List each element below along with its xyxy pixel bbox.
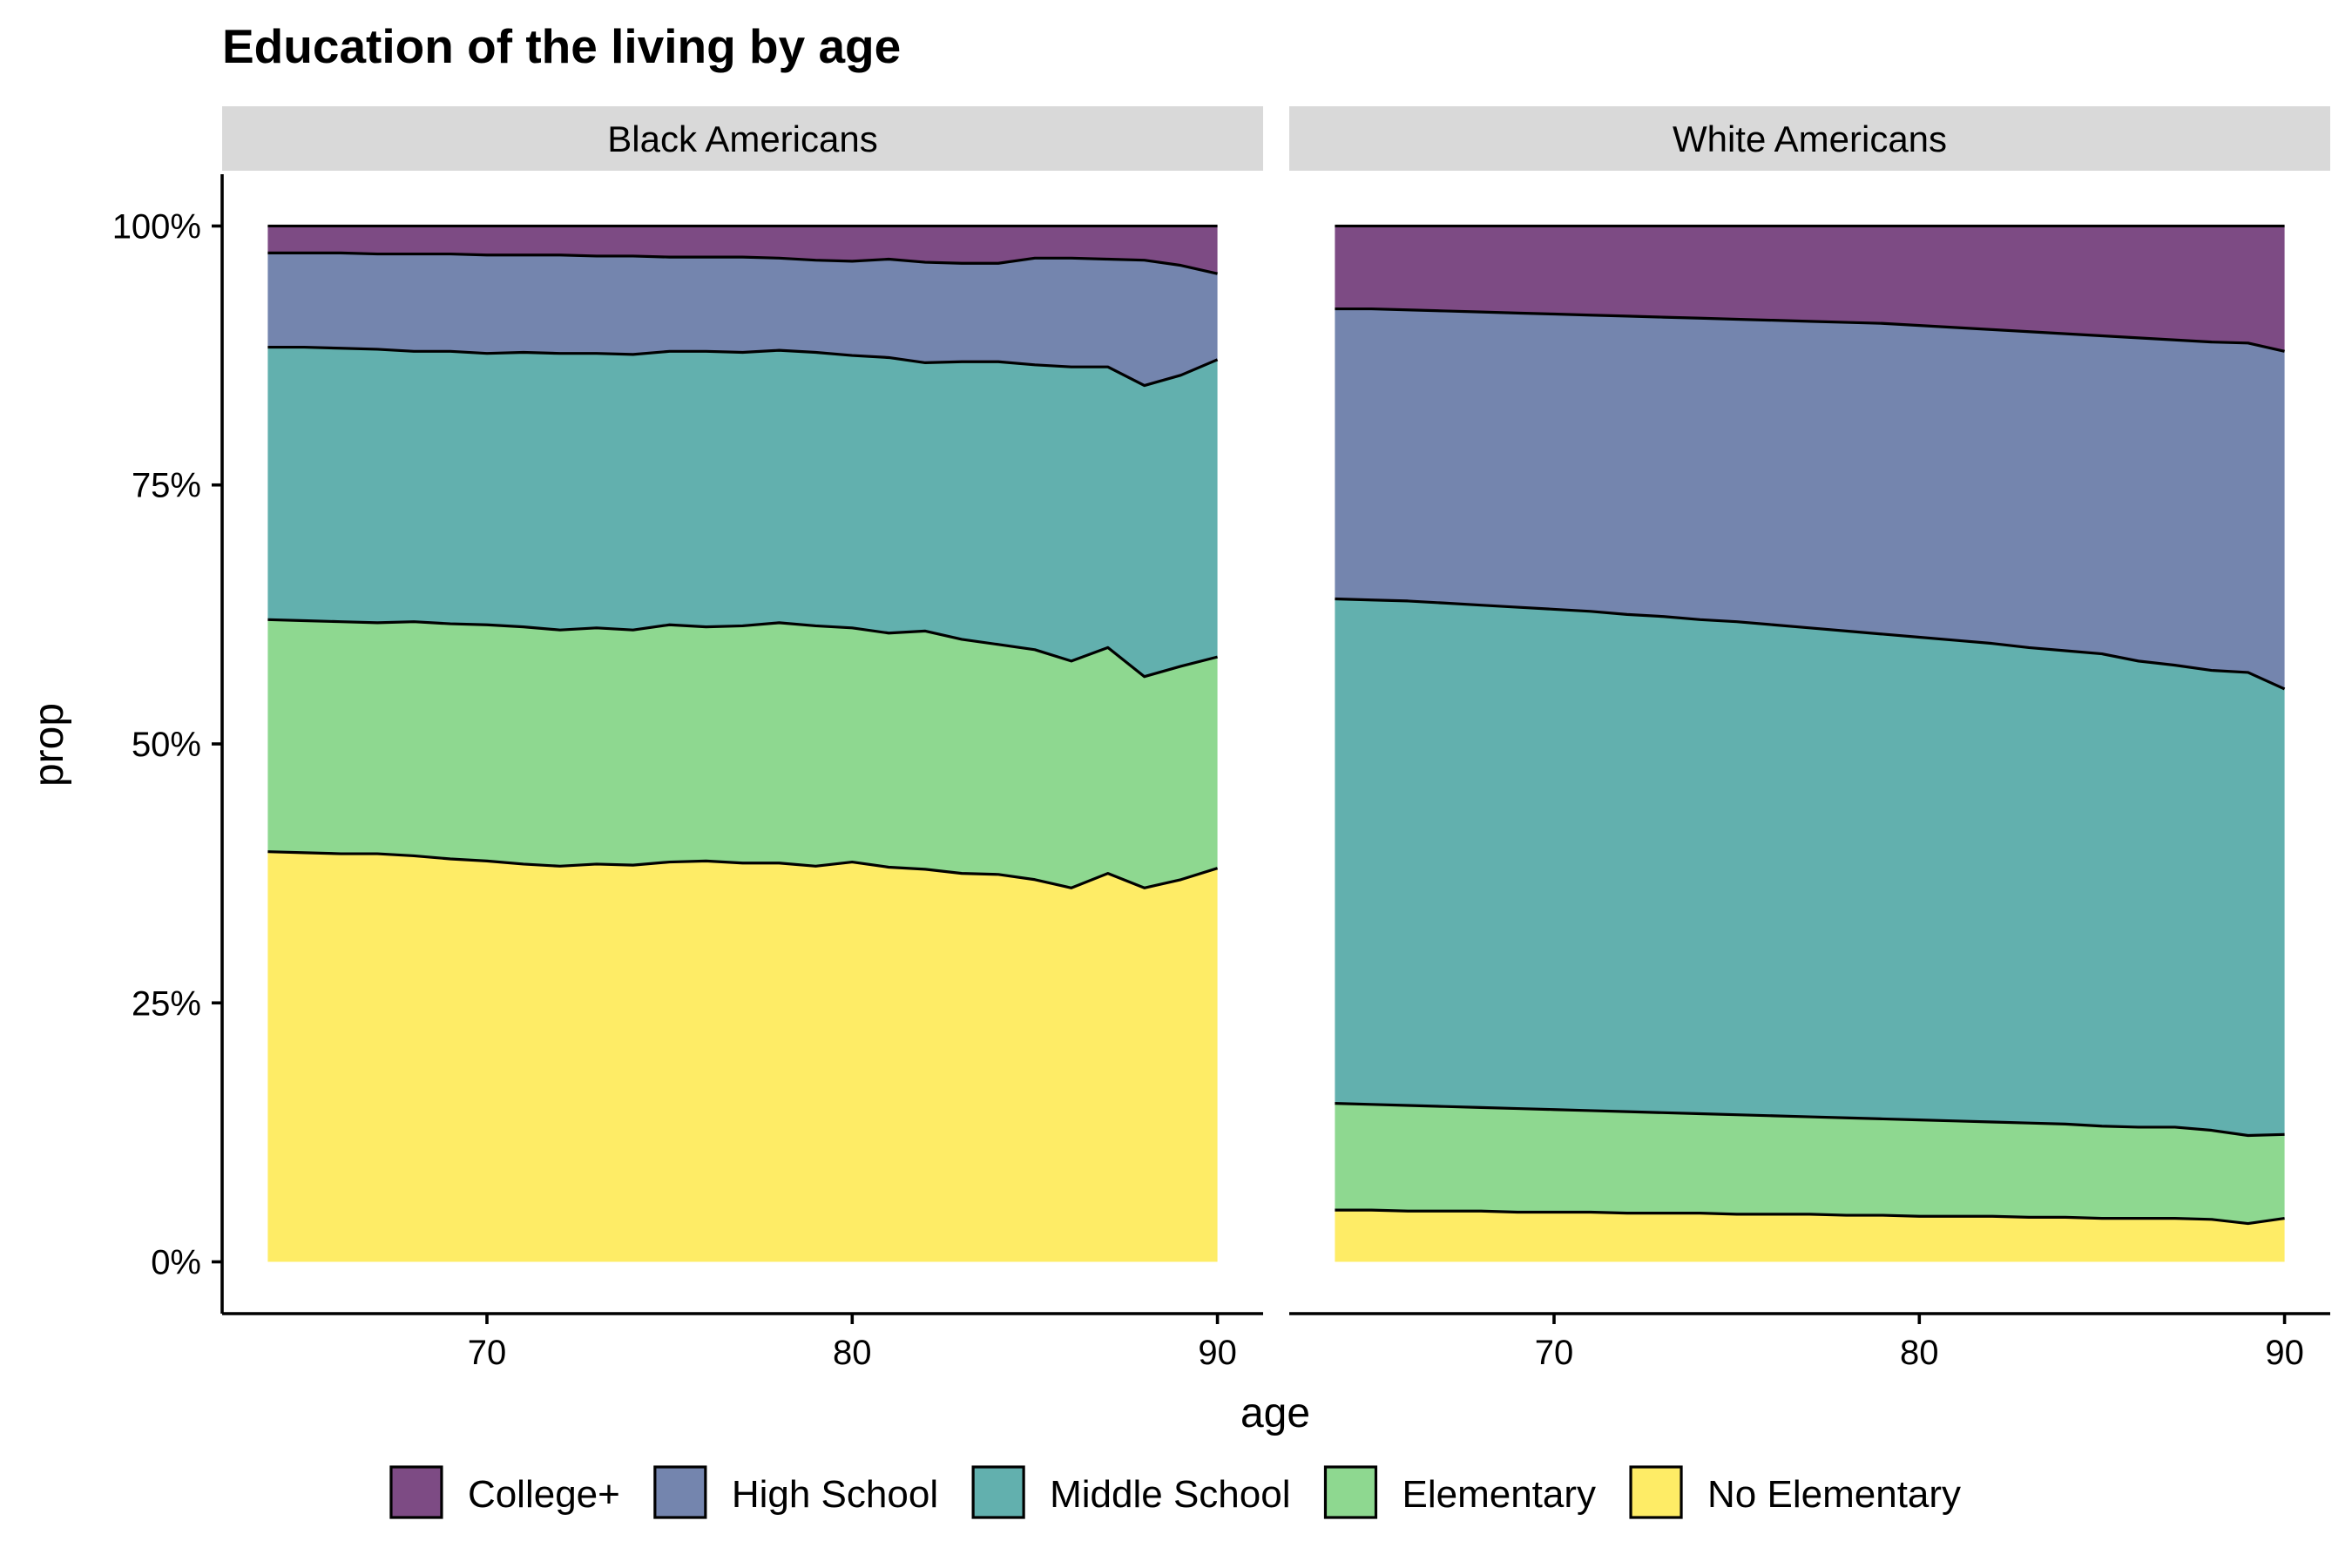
legend-label: High School <box>732 1473 938 1516</box>
legend-item-middle-school: Middle School <box>971 1465 1290 1519</box>
legend-key <box>389 1465 443 1519</box>
x-tick-label: 90 <box>2265 1334 2304 1372</box>
area-no-elementary <box>267 851 1218 1262</box>
x-tick-label: 80 <box>1900 1334 1939 1372</box>
area-elementary <box>1335 1103 2285 1224</box>
x-tick-label: 70 <box>468 1334 507 1372</box>
line-elementary <box>267 618 1218 679</box>
x-tick-label: 90 <box>1198 1334 1237 1372</box>
line-no-elementary <box>1335 1208 2285 1226</box>
legend-key <box>1629 1465 1683 1519</box>
legend-key <box>653 1465 707 1519</box>
y-tick-label: 50% <box>132 726 201 764</box>
area-college-plus <box>267 226 1218 274</box>
x-axis-title: age <box>1240 1390 1310 1436</box>
x-tick-label: 70 <box>1535 1334 1574 1372</box>
legend-key <box>971 1465 1025 1519</box>
legend-label: Middle School <box>1050 1473 1290 1516</box>
line-high-school <box>267 251 1218 275</box>
line-high-school <box>1335 307 2285 353</box>
panel-white-americans: White Americans 70 80 90 <box>1289 106 2330 1372</box>
area-elementary <box>267 619 1218 889</box>
legend-item-high-school: High School <box>653 1465 938 1519</box>
line-middle-school <box>267 345 1219 388</box>
area-middle-school <box>1335 598 2285 1136</box>
legend-key <box>1323 1465 1378 1519</box>
facet-strip <box>222 106 1263 171</box>
area-middle-school <box>267 347 1218 677</box>
facet-strip-label: White Americans <box>1673 118 1947 159</box>
facet-strip-label: Black Americans <box>607 118 877 159</box>
area-college-plus <box>1335 226 2285 352</box>
legend-label: Elementary <box>1402 1473 1596 1516</box>
legend: College+ High School Middle School Elementa… <box>389 1465 1961 1519</box>
facet-panels: Black Americans 70 80 90 0% 25% 50% 75% 100% Whit… <box>112 106 2330 1372</box>
y-tick-label: 0% <box>151 1244 201 1282</box>
legend-item-college-plus: College+ <box>389 1465 620 1519</box>
legend-item-elementary: Elementary <box>1323 1465 1596 1519</box>
legend-label: No Elementary <box>1707 1473 1961 1516</box>
x-tick-label: 80 <box>833 1334 872 1372</box>
line-no-elementary <box>267 850 1219 889</box>
y-tick-label: 100% <box>112 207 201 246</box>
area-no-elementary <box>1335 1210 2285 1262</box>
area-high-school <box>1335 308 2285 689</box>
panel-black-americans: Black Americans 70 80 90 0% 25% 50% 75% 100% <box>112 106 1263 1372</box>
line-elementary <box>1335 1102 2285 1138</box>
chart-title: Education of the living by age <box>222 19 901 73</box>
y-axis-title: prop <box>26 703 72 787</box>
legend-item-no-elementary: No Elementary <box>1629 1465 1961 1519</box>
y-tick-label: 25% <box>132 984 201 1023</box>
facet-strip <box>1289 106 2330 171</box>
y-tick-label: 75% <box>132 467 201 505</box>
legend-label: College+ <box>468 1473 620 1516</box>
line-middle-school <box>1335 597 2286 691</box>
